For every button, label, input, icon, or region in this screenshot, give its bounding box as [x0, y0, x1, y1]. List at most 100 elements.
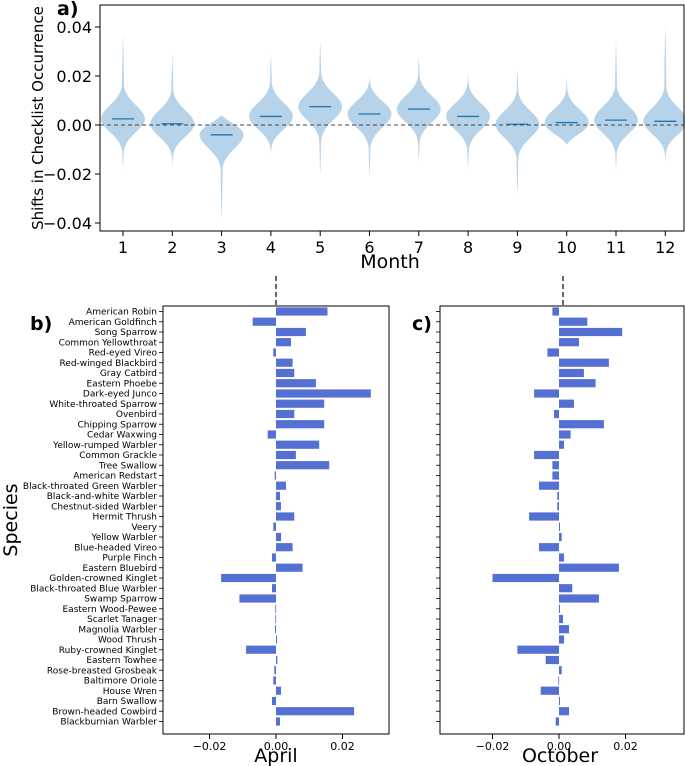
violin-series: [100, 24, 685, 221]
bar: [529, 512, 559, 521]
violin-body: [298, 41, 343, 175]
bar: [276, 707, 355, 716]
species-label: Yellow Warbler: [90, 533, 157, 543]
species-label: Ruby-crowned Kinglet: [59, 646, 158, 656]
bar: [559, 614, 563, 624]
violin-body: [594, 41, 638, 170]
x-tick-label: −0.02: [476, 740, 510, 753]
bar: [559, 696, 560, 706]
bar: [559, 358, 609, 367]
species-label: Ovenbird: [116, 410, 157, 420]
bar: [276, 563, 303, 572]
x-tick-label: 0.02: [613, 740, 638, 753]
bar: [276, 358, 293, 367]
y-axis-ticks: 0.04 0.02 0.00 −0.02 −0.04: [43, 18, 100, 233]
species-label: Dark-eyed Junco: [83, 390, 158, 400]
bar: [559, 327, 623, 337]
bar: [559, 420, 604, 429]
bar: [555, 717, 559, 726]
bar: [272, 553, 276, 562]
violin-body: [101, 34, 145, 170]
bar: [274, 471, 276, 480]
violin-body: [544, 78, 589, 145]
species-label: Blackburnian Warbler: [60, 718, 157, 728]
bar: [559, 430, 571, 439]
x-tick-label: 0.00: [547, 740, 572, 753]
x-tick-label: 8: [463, 238, 473, 257]
bar: [540, 686, 559, 695]
bar: [557, 502, 559, 511]
bar: [559, 532, 562, 542]
bar: [559, 707, 569, 716]
species-label: Cedar Waxwing: [87, 431, 157, 441]
bar: [276, 440, 320, 449]
bar: [276, 502, 281, 511]
bar: [559, 522, 560, 531]
species-label: Black-throated Green Warbler: [23, 482, 157, 492]
x-axis-label-a: Month: [360, 251, 420, 273]
violin-body: [643, 24, 685, 162]
bar: [547, 348, 559, 357]
species-label: Tree Swallow: [98, 461, 157, 471]
bar: [559, 440, 564, 449]
species-label: Scarlet Tanager: [87, 615, 157, 625]
species-label: Wood Thrush: [98, 636, 157, 646]
x-tick-label: 1: [118, 238, 128, 257]
bar: [246, 645, 276, 654]
bar: [275, 625, 276, 634]
bar: [274, 666, 276, 675]
species-label: Baltimore Oriole: [84, 677, 158, 687]
bar: [559, 379, 596, 388]
april-bars: [221, 307, 371, 726]
bar: [492, 573, 559, 583]
bar: [273, 348, 276, 357]
x-tick-label: 11: [606, 238, 626, 257]
bar: [276, 635, 277, 644]
bar: [272, 696, 276, 706]
bar: [276, 543, 293, 552]
y-tick-label: 0.02: [56, 67, 92, 86]
x-axis-ticks-b: −0.02 0.00 0.02: [193, 734, 355, 753]
y-tick-label: 0.00: [56, 116, 92, 135]
bar: [276, 655, 278, 665]
bar: [276, 368, 295, 378]
bar: [276, 307, 328, 316]
bar: [559, 553, 564, 562]
x-tick-label: 6: [364, 238, 374, 257]
species-label: American Goldfinch: [69, 318, 157, 328]
x-axis-label-b: April: [254, 745, 297, 766]
bar: [276, 491, 280, 501]
bar: [275, 614, 277, 624]
panel-label-a: a): [57, 0, 79, 20]
bar: [276, 461, 330, 470]
x-tick-label: 3: [217, 238, 227, 257]
species-label: Eastern Phoebe: [87, 379, 158, 389]
bar: [275, 604, 277, 613]
violin-body: [199, 115, 244, 221]
bar: [534, 450, 559, 460]
violin-body: [446, 73, 490, 170]
species-label: Eastern Bluebird: [83, 564, 157, 574]
x-tick-label: 0.00: [264, 740, 289, 753]
bar: [557, 491, 559, 501]
species-label: Veery: [131, 523, 157, 533]
x-tick-label: 9: [512, 238, 522, 257]
bar: [276, 481, 286, 490]
bar: [252, 317, 276, 326]
bar: [559, 368, 584, 378]
panel-label-c: c): [412, 313, 432, 335]
bar: [273, 522, 276, 531]
violin-body: [150, 53, 195, 167]
bar: [276, 399, 325, 408]
species-label: Purple Finch: [102, 554, 157, 564]
species-label: Red-eyed Vireo: [89, 349, 158, 359]
bar: [239, 594, 276, 603]
y-axis-label-b: Species: [0, 483, 22, 556]
bar: [559, 604, 560, 613]
species-label: Song Sparrow: [95, 328, 157, 338]
species-label: Rose-breasted Grosbeak: [47, 666, 158, 676]
bar: [559, 666, 562, 675]
violin-body: [248, 53, 293, 155]
bar: [276, 409, 295, 419]
